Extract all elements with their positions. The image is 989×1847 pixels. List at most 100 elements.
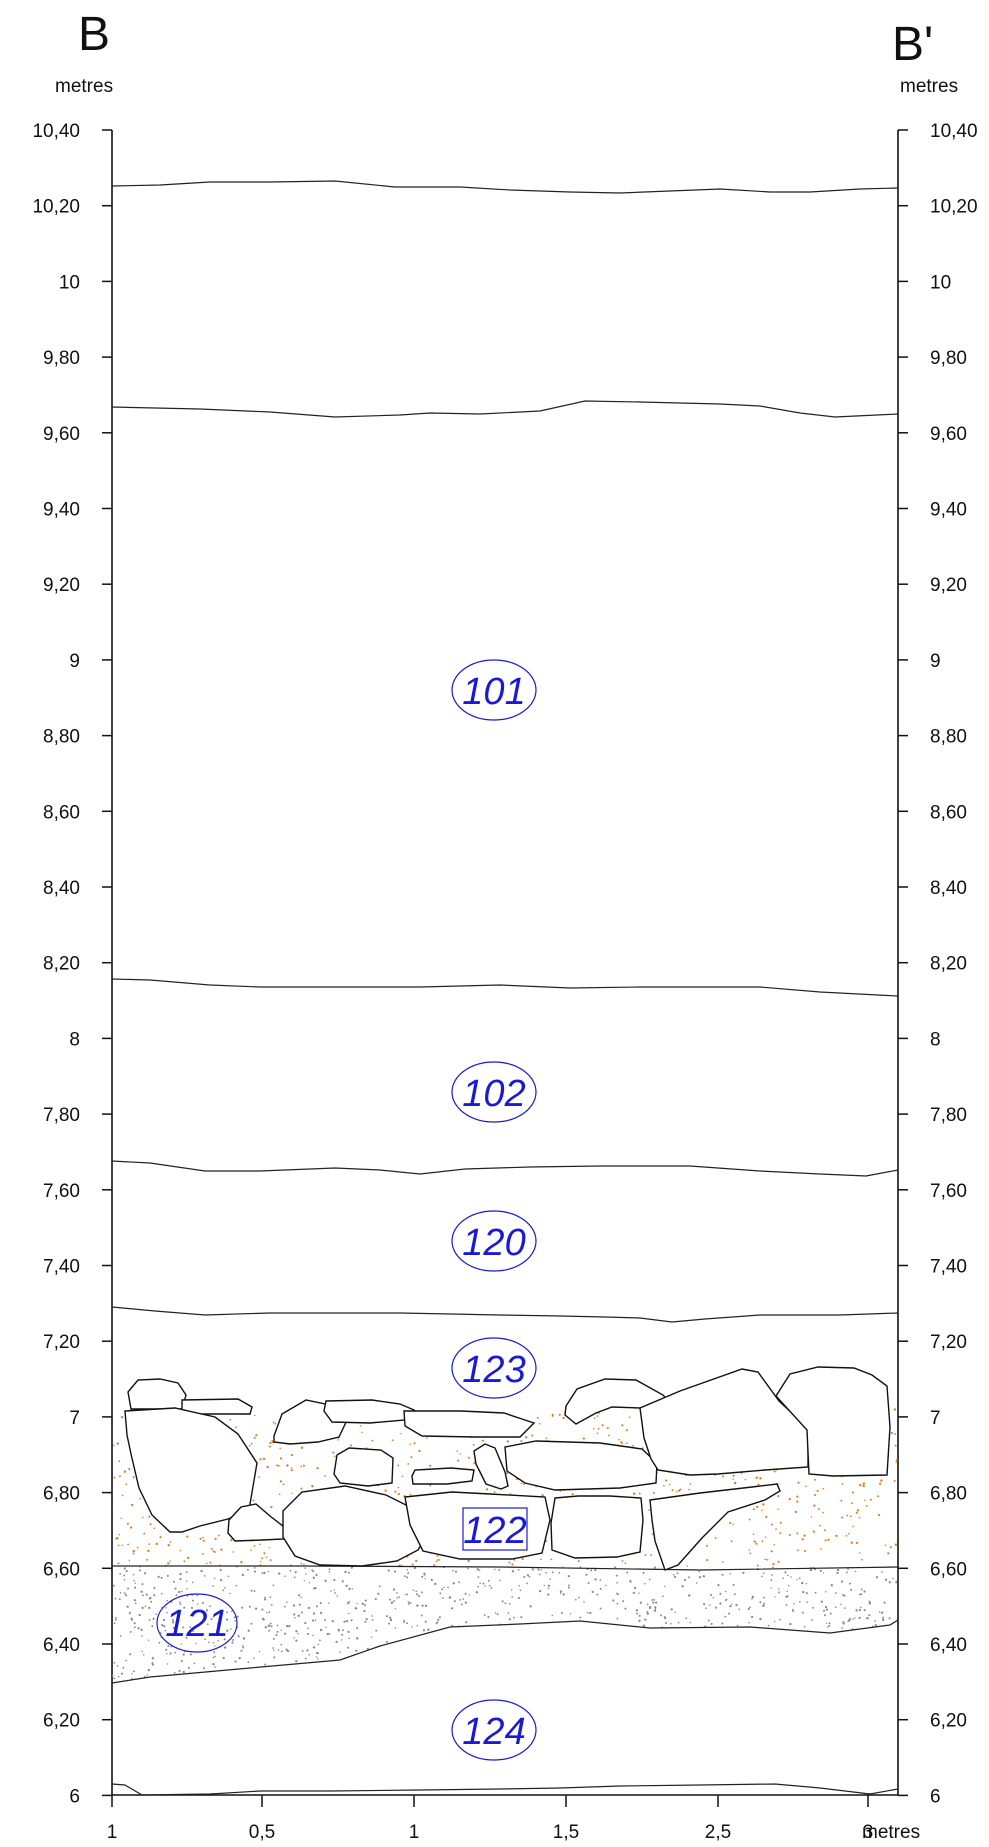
stipple-dot xyxy=(646,1612,649,1615)
stipple-dot xyxy=(884,1627,887,1629)
stipple-dot xyxy=(689,1657,692,1660)
stipple-dot xyxy=(275,1464,278,1466)
stipple-dot xyxy=(172,1619,174,1621)
stipple-dot xyxy=(374,1598,377,1601)
stipple-dot xyxy=(651,1599,653,1601)
stipple-dot xyxy=(644,1554,647,1556)
stipple-dot xyxy=(304,1567,307,1569)
stipple-dot xyxy=(866,1636,869,1638)
stipple-dot xyxy=(391,1439,394,1442)
stipple-dot xyxy=(801,1538,804,1541)
stipple-dot xyxy=(125,1570,128,1573)
stipple-dot xyxy=(206,1610,208,1612)
stipple-dot xyxy=(778,1640,781,1643)
stipple-dot xyxy=(258,1476,260,1479)
stone xyxy=(504,1440,658,1491)
stipple-dot xyxy=(749,1606,751,1609)
stipple-dot xyxy=(729,1605,731,1608)
stipple-dot xyxy=(852,1618,854,1620)
stipple-dot xyxy=(169,1560,171,1562)
stipple-dot xyxy=(434,1582,437,1586)
stipple-dot xyxy=(764,1536,767,1538)
label-ellipse xyxy=(451,1699,537,1761)
stipple-dot xyxy=(443,1401,446,1404)
stipple-dot xyxy=(402,1646,405,1649)
stipple-dot xyxy=(182,1670,185,1674)
stipple-dot xyxy=(555,1667,557,1669)
stipple-dot xyxy=(133,1599,137,1602)
y-tick-label-right: 8 xyxy=(930,1029,941,1050)
stipple-dot xyxy=(728,1612,731,1615)
stipple-dot xyxy=(497,1671,499,1674)
stipple-dot xyxy=(648,1578,651,1581)
stipple-dot xyxy=(428,1641,430,1644)
stipple-dot xyxy=(498,1643,501,1646)
stipple-dot xyxy=(656,1638,659,1642)
stipple-dot xyxy=(736,1633,739,1636)
stipple-dot xyxy=(571,1493,574,1496)
y-tick-label-right: 9,80 xyxy=(930,348,967,369)
stipple-dot xyxy=(850,1646,852,1648)
stipple-dot xyxy=(617,1676,620,1679)
stipple-dot xyxy=(875,1576,879,1579)
stipple-dot xyxy=(526,1582,528,1585)
stipple-dot xyxy=(148,1543,151,1545)
stipple-dot xyxy=(887,1552,890,1555)
stipple-dot xyxy=(616,1617,619,1620)
stipple-dot xyxy=(501,1671,503,1674)
stipple-dot xyxy=(640,1650,643,1653)
stipple-dot xyxy=(366,1647,370,1650)
stipple-dot xyxy=(587,1582,590,1585)
stipple-dot xyxy=(825,1643,828,1646)
stipple-dot xyxy=(854,1570,857,1573)
stone xyxy=(404,1491,551,1560)
stipple-dot xyxy=(771,1523,773,1526)
stipple-dot xyxy=(890,1432,893,1435)
stipple-dot xyxy=(235,1675,238,1678)
stipple-dot xyxy=(192,1630,195,1633)
stipple-dot xyxy=(442,1597,444,1599)
stipple-dot xyxy=(881,1660,884,1663)
stipple-dot xyxy=(409,1601,412,1604)
stipple-dot xyxy=(117,1544,120,1547)
stipple-dot xyxy=(423,1572,426,1575)
stipple-dot xyxy=(437,1558,440,1562)
stipple-dot xyxy=(279,1480,283,1483)
stipple-dot xyxy=(350,1566,353,1569)
stipple-dot xyxy=(310,1677,314,1680)
stipple-dot xyxy=(178,1590,181,1594)
stipple-dot xyxy=(892,1577,894,1580)
stipple-dot xyxy=(363,1610,366,1613)
stipple-dot xyxy=(822,1609,826,1612)
stipple-dot xyxy=(686,1664,689,1667)
stipple-dot xyxy=(613,1654,616,1657)
stipple-dot xyxy=(827,1538,830,1541)
stipple-dot xyxy=(869,1679,872,1681)
stipple-dot xyxy=(602,1651,605,1653)
stipple-dot xyxy=(481,1646,484,1649)
stipple-dot xyxy=(201,1678,204,1680)
stipple-dot xyxy=(308,1674,311,1677)
stipple-dot xyxy=(632,1444,634,1447)
stipple-dot xyxy=(819,1569,822,1572)
stipple-dot xyxy=(878,1482,882,1485)
stipple-dot xyxy=(206,1608,208,1611)
stipple-dot xyxy=(559,1671,563,1674)
stipple-dot xyxy=(677,1621,680,1624)
stipple-dot xyxy=(705,1607,707,1610)
stipple-dot xyxy=(484,1585,486,1587)
stipple-dot xyxy=(237,1634,240,1637)
stipple-dot xyxy=(388,1622,391,1625)
stipple-dot xyxy=(223,1586,226,1589)
stipple-dot xyxy=(483,1658,486,1661)
stipple-dot xyxy=(293,1613,296,1616)
stipple-dot xyxy=(688,1594,691,1597)
stipple-dot xyxy=(805,1485,807,1488)
stipple-dot xyxy=(501,1634,504,1637)
stipple-dot xyxy=(113,1622,116,1625)
stipple-dot xyxy=(829,1612,832,1615)
stipple-dot xyxy=(125,1659,127,1662)
boundary-101-102 xyxy=(111,978,899,997)
stipple-dot xyxy=(120,1672,124,1675)
stipple-dot xyxy=(241,1673,244,1676)
